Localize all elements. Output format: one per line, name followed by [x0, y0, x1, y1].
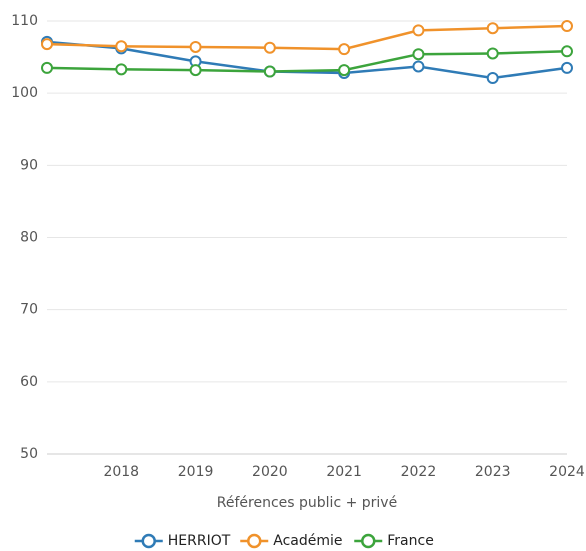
point	[486, 22, 499, 35]
y-tick-label: 110	[11, 13, 38, 29]
point	[189, 40, 202, 53]
legend-label: HERRIOT	[168, 533, 231, 549]
legend-label: Académie	[273, 533, 342, 549]
point	[486, 72, 499, 85]
x-tick-label: 2020	[252, 464, 288, 480]
x-tick-label: 2021	[326, 464, 362, 480]
point	[412, 60, 425, 73]
point	[561, 20, 573, 33]
point	[486, 47, 499, 60]
point	[115, 40, 128, 53]
point	[263, 65, 276, 78]
y-tick-label: 90	[20, 157, 38, 173]
point	[338, 43, 351, 56]
point	[561, 45, 573, 58]
x-tick-label: 2022	[401, 464, 437, 480]
series-line	[46, 40, 568, 80]
y-tick-label: 50	[20, 446, 38, 462]
legend-label: France	[387, 533, 434, 549]
legend-marker	[141, 533, 156, 549]
legend-marker	[247, 533, 262, 549]
point	[263, 41, 276, 54]
x-tick-label: 2019	[178, 464, 214, 480]
x-tick-label: 2023	[475, 464, 511, 480]
point	[412, 24, 425, 37]
x-axis-label: Références public + privé	[217, 495, 397, 511]
x-tick-label: 2024	[549, 464, 585, 480]
y-tick-label: 70	[20, 302, 38, 318]
legend-marker	[361, 533, 376, 549]
y-tick-label: 60	[20, 374, 38, 390]
point	[115, 63, 128, 76]
point	[41, 38, 53, 51]
series-line	[46, 24, 568, 51]
point	[412, 48, 425, 61]
point	[41, 61, 53, 74]
series-line	[46, 50, 568, 73]
x-tick-label: 2018	[103, 464, 139, 480]
point	[189, 64, 202, 77]
y-tick-label: 80	[20, 230, 38, 246]
point	[338, 64, 351, 77]
point	[561, 61, 573, 74]
y-tick-label: 100	[11, 85, 38, 101]
